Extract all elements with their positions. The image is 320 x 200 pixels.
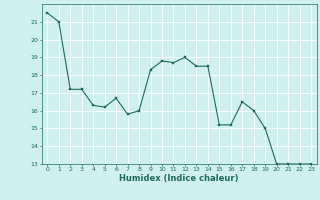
X-axis label: Humidex (Indice chaleur): Humidex (Indice chaleur) bbox=[119, 174, 239, 183]
